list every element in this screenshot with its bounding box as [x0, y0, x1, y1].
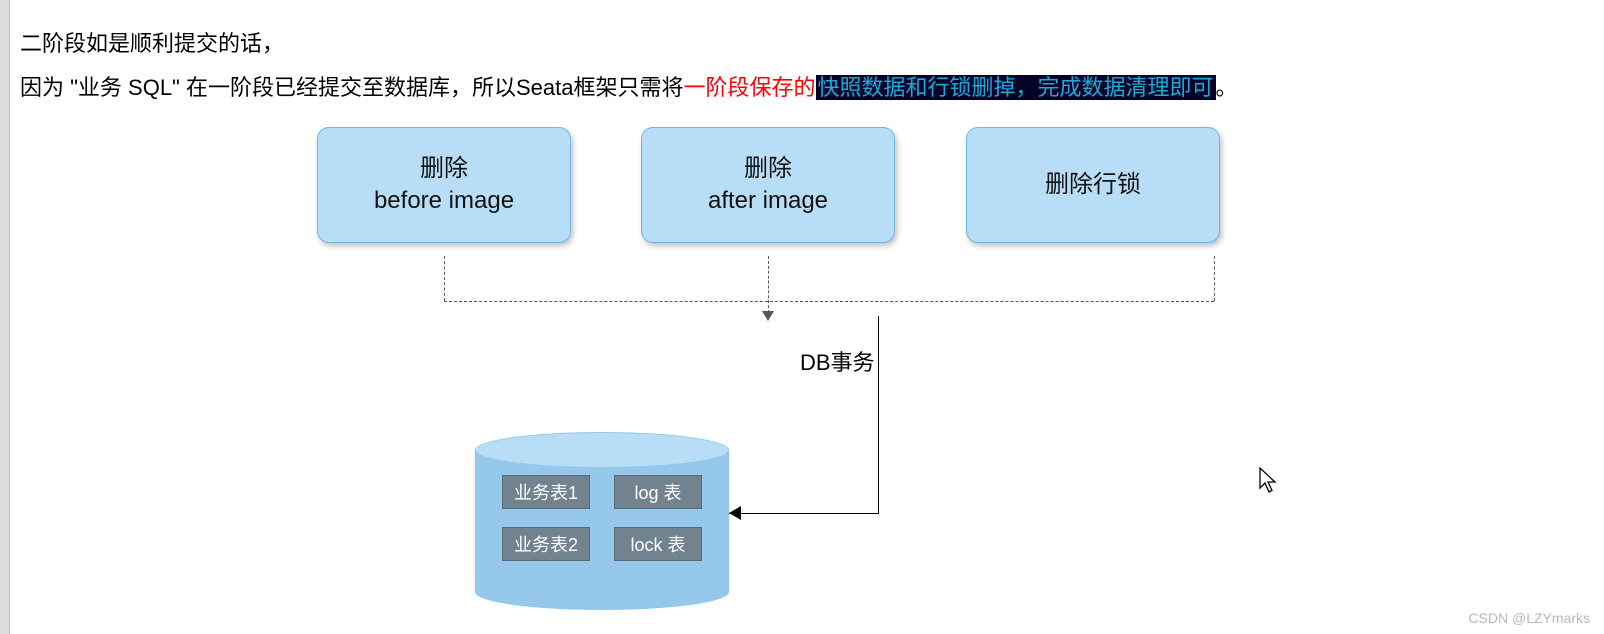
db-table-biz1: 业务表1: [502, 475, 590, 509]
text-line2-red: 一阶段保存的: [683, 75, 815, 100]
db-body: [475, 450, 729, 592]
dashed-bracket-horizontal: [444, 301, 1214, 302]
text-line2-a: 因为 "业务 SQL" 在一阶段已经提交至数据库，所以Seata框架只需将: [20, 75, 683, 100]
watermark: CSDN @LZYmarks: [1468, 610, 1590, 626]
cursor-icon: [1258, 467, 1280, 495]
paragraph-line-2: 因为 "业务 SQL" 在一阶段已经提交至数据库，所以Seata框架只需将一阶段…: [20, 70, 1238, 105]
box-before-l1: 删除: [420, 153, 468, 185]
box-before-l2: before image: [374, 185, 514, 217]
db-table-log: log 表: [614, 475, 702, 509]
box-after-l2: after image: [708, 185, 828, 217]
box-after-l1: 删除: [744, 153, 792, 185]
left-border: [0, 0, 10, 634]
box-delete-row-lock: 删除行锁: [966, 127, 1220, 243]
db-bottom: [475, 574, 729, 610]
box-delete-after-image: 删除 after image: [641, 127, 895, 243]
db-top: [475, 432, 729, 468]
database-cylinder: 业务表1 log 表 业务表2 lock 表: [475, 432, 729, 610]
dashed-drop-middle: [768, 256, 769, 313]
arrow-vertical: [878, 316, 879, 513]
arrow-horizontal: [729, 513, 879, 514]
box-lock-l1: 删除行锁: [1045, 169, 1141, 201]
dashed-drop-left: [444, 256, 445, 301]
text-line2-highlight: 快照数据和行锁删掉，完成数据清理即可: [816, 75, 1216, 100]
db-table-lock: lock 表: [614, 527, 702, 561]
db-table-biz2: 业务表2: [502, 527, 590, 561]
text-line2-b: 。: [1216, 75, 1238, 100]
db-transaction-label: DB事务: [800, 345, 875, 377]
text-line1: 二阶段如是顺利提交的话，: [20, 31, 284, 56]
arrowhead-left-icon: [729, 506, 741, 520]
bracket-arrowhead-icon: [762, 311, 774, 321]
paragraph-line-1: 二阶段如是顺利提交的话，: [20, 26, 284, 61]
dashed-drop-right: [1214, 256, 1215, 301]
box-delete-before-image: 删除 before image: [317, 127, 571, 243]
